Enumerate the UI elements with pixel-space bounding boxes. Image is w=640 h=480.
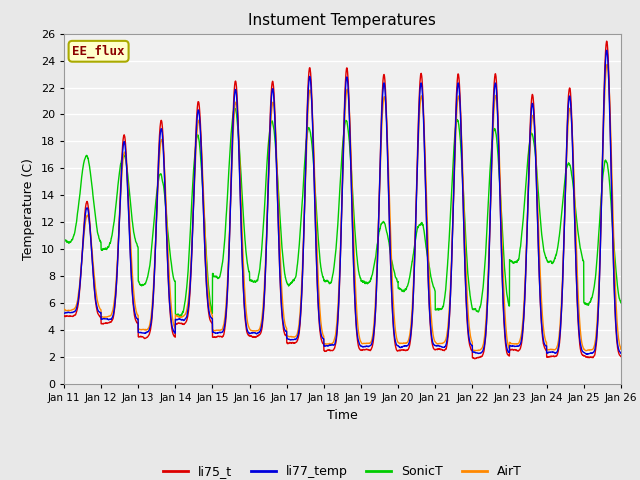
Legend: li75_t, li77_temp, SonicT, AirT: li75_t, li77_temp, SonicT, AirT [158,460,527,480]
Y-axis label: Temperature (C): Temperature (C) [22,158,35,260]
Title: Instument Temperatures: Instument Temperatures [248,13,436,28]
X-axis label: Time: Time [327,408,358,421]
Text: EE_flux: EE_flux [72,45,125,58]
